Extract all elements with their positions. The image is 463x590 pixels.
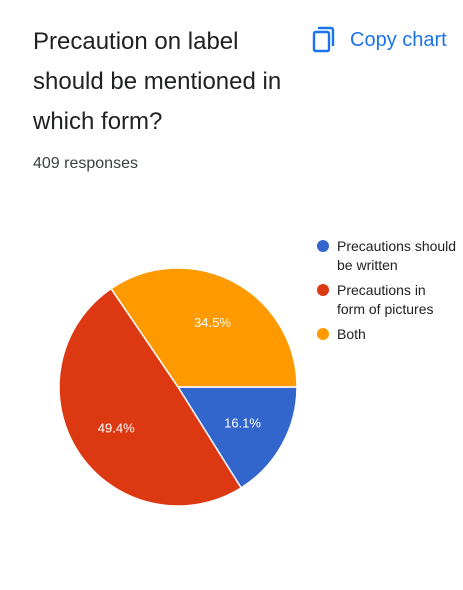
pie-slice-pictures[interactable]	[58, 287, 243, 507]
copy-chart-label: Copy chart	[350, 28, 447, 51]
legend-item-both[interactable]: Both	[317, 325, 457, 344]
legend-swatch-both	[317, 328, 329, 340]
legend-item-written[interactable]: Precautions should be written	[317, 237, 457, 275]
legend-item-pictures[interactable]: Precautions in form of pictures	[317, 281, 457, 319]
legend-label-written: Precautions should be written	[337, 238, 457, 273]
legend-swatch-pictures	[317, 284, 329, 296]
copy-icon	[312, 26, 335, 53]
pie-slice-both[interactable]	[110, 267, 298, 388]
legend-swatch-written	[317, 240, 329, 252]
slice-label-pictures: 49.4%	[98, 420, 135, 435]
copy-chart-button[interactable]: Copy chart	[312, 24, 447, 56]
legend-label-both: Both	[337, 326, 366, 342]
slice-label-both: 34.5%	[194, 315, 231, 330]
response-count: 409 responses	[33, 155, 138, 172]
chart-title: Precaution on label should be mentioned …	[33, 28, 282, 135]
chart-legend: Precautions should be written Precautions…	[317, 237, 457, 350]
pie-slice-written[interactable]	[176, 386, 298, 489]
slice-label-written: 16.1%	[224, 416, 261, 431]
legend-label-pictures: Precautions in form of pictures	[337, 282, 434, 317]
